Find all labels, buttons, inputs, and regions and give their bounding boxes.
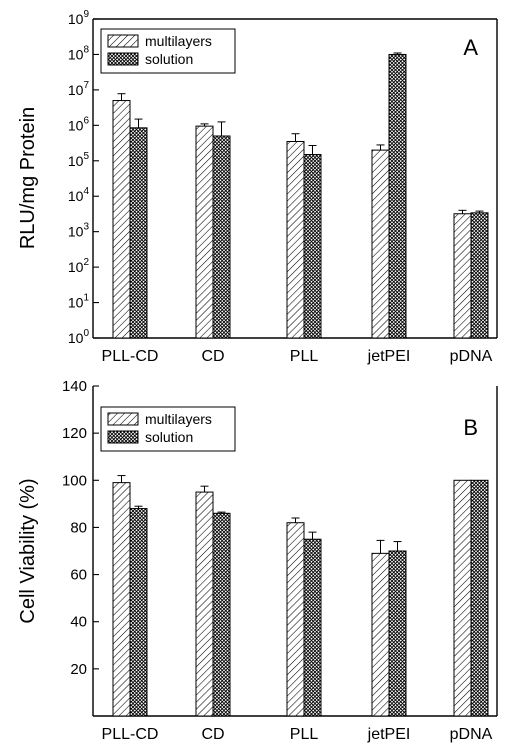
panel-letter: B: [463, 415, 478, 440]
y-tick-base: 10: [68, 224, 84, 240]
y-tick-base: 10: [68, 259, 84, 275]
x-tick-label: PLL: [290, 726, 319, 743]
bar: [470, 479, 489, 717]
legend-swatch: [107, 34, 139, 48]
x-tick-label: jetPEI: [367, 348, 411, 365]
x-tick-label: jetPEI: [367, 726, 411, 743]
legend-label: multilayers: [145, 411, 212, 427]
legend-label: multilayers: [145, 33, 212, 49]
y-tick-label: 20: [70, 661, 87, 678]
y-tick-label: 109: [68, 9, 90, 27]
x-tick-label: CD: [201, 348, 224, 365]
bar: [388, 53, 407, 339]
bar: [112, 482, 131, 717]
chart-panel-b: 20 40 60 80 100 120 140 Cell Viability (%) PLL-C…: [17, 378, 498, 743]
bar: [286, 522, 305, 717]
bar: [303, 538, 322, 717]
x-tick-label: PLL-CD: [102, 726, 159, 743]
y-tick-exponent: 7: [83, 80, 89, 91]
bar: [371, 552, 390, 717]
bar: [129, 127, 148, 339]
y-tick-exponent: 2: [83, 257, 89, 268]
legend-swatch: [107, 52, 139, 66]
x-tick-label: pDNA: [450, 726, 493, 743]
y-tick-base: 10: [68, 330, 84, 346]
bar: [212, 512, 231, 717]
y-axis-title: Cell Viability (%): [17, 478, 39, 623]
bar: [286, 140, 305, 339]
y-tick-exponent: 8: [83, 44, 89, 55]
bar: [388, 550, 407, 717]
x-tick-label: CD: [201, 726, 224, 743]
bar: [453, 213, 472, 339]
y-tick-label: 106: [68, 115, 90, 133]
y-tick-label: 101: [68, 293, 90, 311]
bar: [453, 479, 472, 717]
bar: [129, 508, 148, 717]
y-tick-label: 100: [68, 328, 90, 346]
x-tick-label: PLL: [290, 348, 319, 365]
bar: [371, 149, 390, 339]
y-tick-base: 10: [68, 11, 84, 27]
y-tick-base: 10: [68, 188, 84, 204]
y-tick-label: 103: [68, 222, 90, 240]
y-tick-exponent: 5: [83, 151, 89, 162]
y-tick-label: 107: [68, 80, 90, 98]
y-tick-label: 102: [68, 257, 90, 275]
y-tick-label: 100: [62, 472, 87, 489]
y-tick-base: 10: [68, 117, 84, 133]
y-tick-exponent: 9: [83, 9, 89, 20]
legend-label: solution: [145, 429, 193, 445]
y-tick-label: 108: [68, 44, 90, 62]
bar: [195, 491, 214, 717]
y-tick-label: 105: [68, 151, 90, 169]
y-tick-exponent: 6: [83, 115, 89, 126]
y-tick-label: 60: [70, 567, 87, 584]
y-tick-label: 140: [62, 378, 87, 395]
legend-swatch: [107, 430, 139, 444]
bar: [470, 212, 489, 339]
y-tick-label: 120: [62, 425, 87, 442]
y-tick-exponent: 4: [83, 186, 89, 197]
y-tick-base: 10: [68, 82, 84, 98]
legend-swatch: [107, 412, 139, 426]
bar: [303, 154, 322, 339]
y-tick-label: 80: [70, 519, 87, 536]
bar: [212, 135, 231, 339]
legend-label: solution: [145, 51, 193, 67]
y-axis-title: RLU/mg Protein: [17, 107, 39, 249]
panel-letter: A: [463, 35, 478, 60]
bar: [195, 125, 214, 339]
y-tick-base: 10: [68, 46, 84, 62]
x-tick-label: PLL-CD: [102, 348, 159, 365]
bar: [112, 100, 131, 339]
x-tick-label: pDNA: [450, 348, 493, 365]
y-tick-exponent: 3: [83, 222, 89, 233]
y-tick-label: 40: [70, 614, 87, 631]
y-tick-exponent: 0: [83, 328, 89, 339]
y-tick-base: 10: [68, 295, 84, 311]
y-tick-base: 10: [68, 153, 84, 169]
y-tick-label: 104: [68, 186, 90, 204]
y-tick-exponent: 1: [83, 293, 89, 304]
